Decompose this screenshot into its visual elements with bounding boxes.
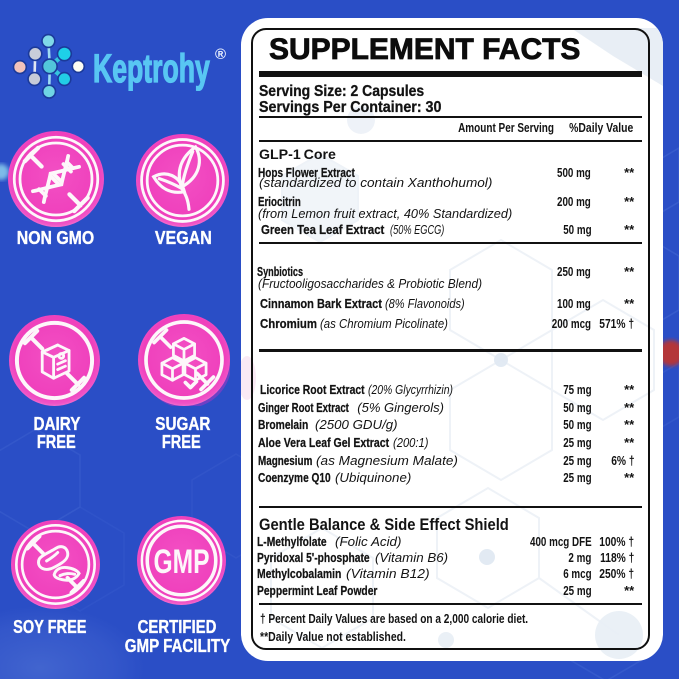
svg-text:GMP: GMP [153,543,209,581]
